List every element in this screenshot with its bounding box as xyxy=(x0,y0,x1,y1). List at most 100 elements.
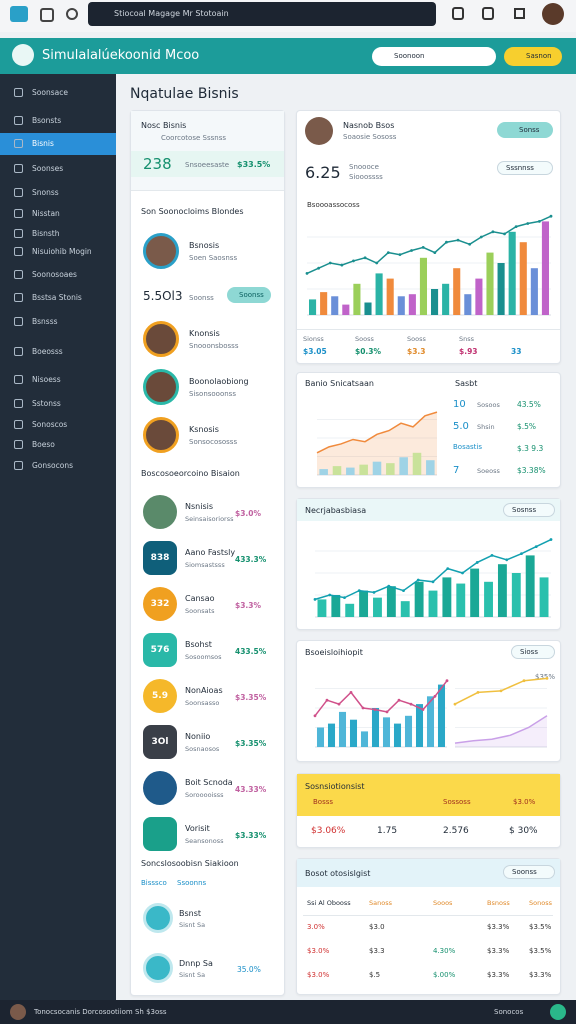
stat-value: 7 xyxy=(453,465,460,476)
point xyxy=(313,598,317,601)
nav-item[interactable]: Bisnsth xyxy=(32,229,60,238)
message-icon[interactable] xyxy=(482,7,494,20)
table-cell: $3.3% xyxy=(529,971,552,979)
point xyxy=(503,232,506,236)
nav-icon xyxy=(14,88,23,97)
stat-label: Sooss xyxy=(355,335,374,343)
row-value: 43.33% xyxy=(235,785,267,794)
bar xyxy=(426,696,435,747)
nav-item[interactable]: Sonoscos xyxy=(32,420,68,429)
value: 2.576 xyxy=(443,826,469,836)
section-title: Soncslosoobisn Siakioon xyxy=(141,859,239,868)
stats: Sionss $3.05 Sooss $0.3% Sooss $3.3 Snss $.93 33 xyxy=(297,329,560,363)
amount-button[interactable]: Soonss xyxy=(227,287,271,303)
table-header: Sanoss xyxy=(369,899,392,907)
nav-item[interactable]: Soonsace xyxy=(32,88,68,97)
point xyxy=(313,714,317,718)
badge: 5.9 xyxy=(143,679,177,713)
bar xyxy=(412,452,422,475)
bar xyxy=(525,555,535,617)
chart-title: Bsoooassocoss xyxy=(307,201,360,209)
bar xyxy=(428,590,438,617)
tab[interactable]: Bisssco xyxy=(141,879,167,887)
select[interactable]: Soonss xyxy=(503,865,555,879)
nav-item[interactable]: Boeso xyxy=(32,440,55,449)
search-box[interactable]: Stiocoal Magage Mr Stotoain xyxy=(88,2,436,26)
big-change: $33.5% xyxy=(237,160,271,169)
user-avatar[interactable] xyxy=(542,3,564,25)
row-name: Dnnp Sa xyxy=(179,959,213,968)
point xyxy=(475,561,479,564)
nav-item[interactable]: Bsonsts xyxy=(32,116,62,125)
point xyxy=(328,593,332,597)
select[interactable]: Sssnnss xyxy=(497,161,553,175)
table-header: Sooos xyxy=(433,899,453,907)
table-cell: $3.3% xyxy=(487,923,510,931)
bar xyxy=(372,461,382,475)
notification-icon[interactable] xyxy=(452,7,464,20)
row-value: $3.0% xyxy=(235,509,262,518)
nav-item[interactable]: Boeosss xyxy=(32,347,63,356)
card-button[interactable]: Sonss xyxy=(497,122,553,138)
nav-item[interactable]: Bsnsss xyxy=(32,317,58,326)
nav-item[interactable]: Snonss xyxy=(32,188,59,197)
amount-label: Soonss xyxy=(189,294,214,302)
stat-value: 5.0 xyxy=(453,421,469,432)
nav-item[interactable]: Nisoess xyxy=(32,375,61,384)
expand-icon[interactable] xyxy=(514,8,525,19)
avatar xyxy=(143,369,179,405)
card-title: Sosnsiotionsist xyxy=(305,782,365,791)
row-value: 433.3% xyxy=(235,555,267,564)
nav-item[interactable]: Soonosoaes xyxy=(32,270,77,279)
nav-item[interactable]: Nisuiohib Mogin xyxy=(32,247,92,256)
stat-label: Sosoos xyxy=(477,401,500,409)
header-button[interactable]: Sasnon xyxy=(504,47,562,66)
nav-item[interactable]: Nisstan xyxy=(32,209,60,218)
nav-icon xyxy=(14,116,23,125)
nav-item[interactable]: Soonses xyxy=(32,164,64,173)
bar xyxy=(415,704,424,747)
bar xyxy=(359,590,369,617)
nav-icon xyxy=(14,209,23,218)
icon[interactable] xyxy=(40,8,54,22)
bar xyxy=(331,296,339,315)
point xyxy=(373,708,377,711)
app-icon[interactable] xyxy=(10,6,28,22)
status[interactable] xyxy=(550,1004,566,1020)
stat-value: $0.3% xyxy=(355,347,382,356)
person-name: Boonolaobiong xyxy=(189,377,249,386)
bar xyxy=(386,278,394,315)
row-sub: Sisnt Sa xyxy=(179,971,206,979)
chart xyxy=(313,538,553,618)
row-name: Bsohst xyxy=(185,640,212,649)
bar xyxy=(373,597,382,617)
bar xyxy=(453,268,461,315)
nav-item[interactable]: Gonsocons xyxy=(32,461,74,470)
table-cell: $3.3% xyxy=(487,947,510,955)
nav-item[interactable]: Sstonss xyxy=(32,399,61,408)
stat-change: $.5% xyxy=(517,422,537,431)
row-value: 433.5% xyxy=(235,647,267,656)
bar xyxy=(386,463,395,475)
bar xyxy=(349,719,358,747)
point xyxy=(416,578,420,582)
value: 1.75 xyxy=(377,826,398,836)
row-sub: Sosoomsos xyxy=(185,653,222,661)
bar xyxy=(464,294,472,315)
select[interactable]: Sioss xyxy=(511,645,555,659)
row-sub: Siomsastsss xyxy=(185,561,225,569)
point xyxy=(433,251,437,254)
nav-item[interactable]: Bisnis xyxy=(32,139,54,148)
search-icon[interactable] xyxy=(66,8,78,20)
header-select[interactable]: Soonoon xyxy=(372,47,496,66)
table-cell: $3.3 xyxy=(369,947,385,955)
nav-icon xyxy=(14,317,23,326)
nav-item[interactable]: Bsstsa Stonis xyxy=(32,293,82,302)
point xyxy=(526,222,530,225)
tab[interactable]: Ssoonns xyxy=(177,879,207,887)
big-number: 238 xyxy=(143,155,172,173)
nav-icon xyxy=(14,293,23,302)
topbar: Stiocoal Magage Mr Stotoain xyxy=(0,0,576,32)
select[interactable]: Sosnss xyxy=(503,503,555,517)
